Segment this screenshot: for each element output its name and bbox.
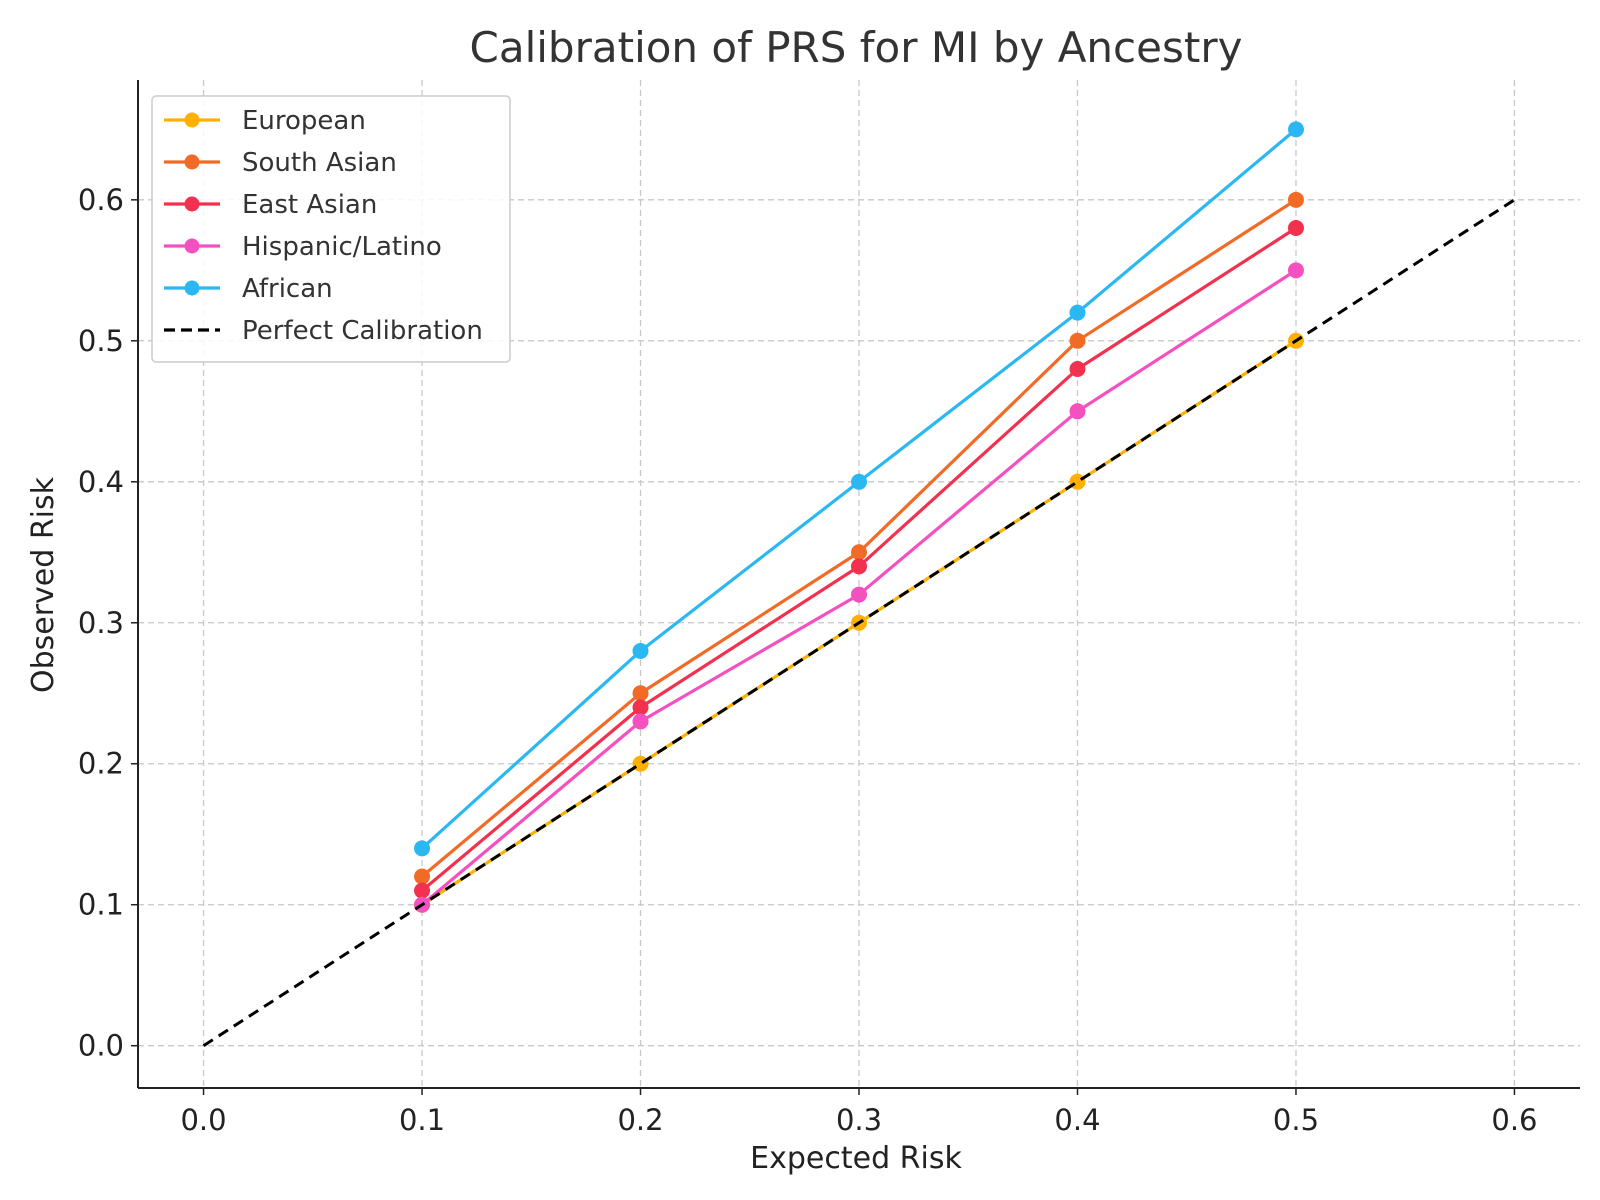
data-point-east-asian [1069, 361, 1086, 378]
reference-line-perfect-calibration [202, 198, 1516, 1047]
series-east-asian [414, 220, 1304, 899]
data-point-hispanic-latino [1287, 262, 1304, 279]
x-tick-label: 0.3 [836, 1103, 882, 1137]
y-tick-label: 0.6 [78, 183, 124, 217]
data-point-hispanic-latino [1069, 403, 1086, 420]
data-point-african [1287, 121, 1304, 138]
data-point-african [1069, 304, 1086, 321]
data-point-south-asian [632, 685, 649, 702]
data-point-south-asian [414, 868, 431, 885]
y-tick-label: 0.0 [78, 1029, 124, 1063]
data-point-european [1069, 473, 1086, 490]
legend-label-perfect-calibration: Perfect Calibration [242, 316, 483, 346]
legend-marker-south-asian [184, 154, 200, 170]
data-point-east-asian [414, 882, 431, 899]
data-point-hispanic-latino [851, 586, 867, 603]
data-point-hispanic-latino [632, 713, 649, 730]
legend-marker-african [184, 280, 200, 296]
legend-item-african: African [164, 274, 333, 304]
data-point-african [414, 840, 431, 857]
data-point-european [632, 755, 649, 772]
series-south-asian [414, 191, 1304, 885]
legend: European South Asian East Asian Hispanic/La… [151, 95, 511, 363]
legend-item-perfect-calibration: Perfect Calibration [164, 316, 483, 346]
x-tick-label: 0.6 [1491, 1103, 1537, 1137]
data-point-african [851, 473, 867, 490]
data-point-east-asian [851, 558, 867, 575]
legend-item-european: European [164, 106, 366, 136]
legend-marker-east-asian [184, 196, 200, 212]
y-tick-label: 0.4 [78, 465, 124, 499]
legend-marker-hispanic-latino [184, 238, 200, 254]
data-point-south-asian [851, 544, 867, 561]
y-axis-label: Observed Risk [26, 476, 61, 693]
y-tick-label: 0.2 [78, 747, 124, 781]
legend-item-south-asian: South Asian [164, 148, 397, 178]
chart-title: Calibration of PRS for MI by Ancestry [470, 23, 1243, 72]
legend-frame [151, 95, 511, 363]
legend-label-african: African [242, 274, 333, 304]
data-point-east-asian [632, 699, 649, 716]
y-tick-label: 0.5 [78, 324, 124, 358]
data-point-east-asian [1287, 220, 1304, 237]
series-african [414, 121, 1304, 857]
data-point-south-asian [1069, 332, 1086, 349]
x-tick-label: 0.0 [180, 1103, 226, 1137]
x-tick-label: 0.2 [617, 1103, 663, 1137]
x-axis-label: Expected Risk [750, 1141, 962, 1176]
data-point-south-asian [1287, 191, 1304, 208]
data-point-african [632, 642, 649, 659]
x-tick-label: 0.1 [399, 1103, 445, 1137]
legend-label-european: European [242, 106, 366, 136]
legend-label-east-asian: East Asian [242, 190, 377, 220]
ticks-layer: 0.0 0.1 0.2 0.3 0.4 0.5 0.6 0.0 0.1 0.2 0.3 0.4 0.5 0… [78, 183, 1538, 1137]
y-tick-label: 0.1 [78, 888, 124, 922]
series-layer [202, 121, 1516, 1047]
legend-item-east-asian: East Asian [164, 190, 377, 220]
x-tick-label: 0.4 [1054, 1103, 1100, 1137]
x-tick-label: 0.5 [1273, 1103, 1319, 1137]
legend-marker-european [184, 112, 200, 128]
legend-label-hispanic-latino: Hispanic/Latino [242, 232, 442, 262]
legend-label-south-asian: South Asian [242, 148, 397, 178]
legend-item-hispanic-latino: Hispanic/Latino [164, 232, 442, 262]
y-tick-label: 0.3 [78, 606, 124, 640]
series-hispanic-latino [414, 262, 1304, 913]
